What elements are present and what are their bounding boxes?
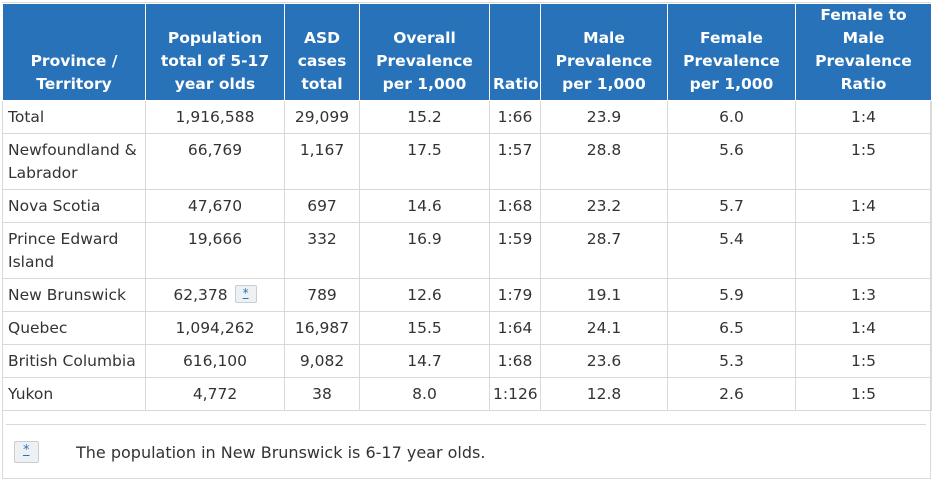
header-asd-cases: ASD cases total [284,3,360,101]
table-row: Prince Edward Island 19,666 332 16.9 1:5… [2,222,932,279]
table-row: Newfoundland & Labrador 66,769 1,167 17.… [2,133,932,190]
header-province: Province / Territory [2,3,146,101]
cell-ratio: 1:79 [489,278,541,312]
cell-female-prevalence: 5.6 [667,133,796,190]
cell-female-prevalence: 5.3 [667,344,796,378]
header-population: Population total of 5-17 year olds [145,3,285,101]
header-ratio: Ratio [489,3,541,101]
cell-population: 1,094,262 [145,311,285,345]
cell-female-prevalence: 5.9 [667,278,796,312]
cell-male-prevalence: 23.6 [540,344,668,378]
cell-province: Nova Scotia [2,189,146,223]
cell-province: New Brunswick [2,278,146,312]
cell-asd-cases: 789 [284,278,360,312]
table-row: Yukon 4,772 38 8.0 1:126 12.8 2.6 1:5 [2,377,932,411]
cell-ratio: 1:59 [489,222,541,279]
cell-male-prevalence: 23.9 [540,100,668,134]
cell-female-male-ratio: 1:5 [795,377,932,411]
cell-overall-prevalence: 15.5 [359,311,490,345]
cell-population: 66,769 [145,133,285,190]
cell-female-male-ratio: 1:5 [795,133,932,190]
cell-female-prevalence: 6.5 [667,311,796,345]
cell-ratio: 1:64 [489,311,541,345]
cell-population: 4,772 [145,377,285,411]
cell-male-prevalence: 28.8 [540,133,668,190]
cell-province: Newfoundland & Labrador [2,133,146,190]
cell-female-male-ratio: 1:4 [795,311,932,345]
cell-province: British Columbia [2,344,146,378]
cell-province: Yukon [2,377,146,411]
cell-female-prevalence: 6.0 [667,100,796,134]
cell-asd-cases: 1,167 [284,133,360,190]
cell-asd-cases: 697 [284,189,360,223]
cell-population: 1,916,588 [145,100,285,134]
cell-male-prevalence: 23.2 [540,189,668,223]
table-row: Quebec 1,094,262 16,987 15.5 1:64 24.1 6… [2,311,932,345]
cell-male-prevalence: 28.7 [540,222,668,279]
footnote-marker-button[interactable]: * [14,441,39,463]
cell-overall-prevalence: 15.2 [359,100,490,134]
header-female-prevalence: Female Prevalence per 1,000 [667,3,796,101]
cell-ratio: 1:126 [489,377,541,411]
cell-province: Quebec [2,311,146,345]
cell-female-male-ratio: 1:4 [795,100,932,134]
table-row: British Columbia 616,100 9,082 14.7 1:68… [2,344,932,378]
cell-asd-cases: 332 [284,222,360,279]
cell-female-prevalence: 5.4 [667,222,796,279]
cell-population: 19,666 [145,222,285,279]
cell-female-male-ratio: 1:3 [795,278,932,312]
cell-population-with-note: 62,378 * [145,278,285,312]
cell-asd-cases: 16,987 [284,311,360,345]
cell-female-male-ratio: 1:4 [795,189,932,223]
cell-overall-prevalence: 12.6 [359,278,490,312]
cell-overall-prevalence: 14.6 [359,189,490,223]
cell-population: 62,378 [173,286,228,304]
cell-male-prevalence: 19.1 [540,278,668,312]
cell-ratio: 1:66 [489,100,541,134]
cell-female-male-ratio: 1:5 [795,344,932,378]
footnote-section: * The population in New Brunswick is 6-1… [6,424,926,475]
cell-population: 616,100 [145,344,285,378]
footnote-link-button[interactable]: * [234,285,257,303]
cell-overall-prevalence: 8.0 [359,377,490,411]
cell-female-prevalence: 5.7 [667,189,796,223]
table-row: New Brunswick 62,378 * 789 12.6 1:79 19.… [2,278,932,312]
cell-province: Total [2,100,146,134]
table-row: Total 1,916,588 29,099 15.2 1:66 23.9 6.… [2,100,932,134]
header-row: Province / Territory Population total of… [2,3,932,101]
cell-ratio: 1:68 [489,344,541,378]
cell-asd-cases: 9,082 [284,344,360,378]
cell-ratio: 1:68 [489,189,541,223]
cell-male-prevalence: 24.1 [540,311,668,345]
footnote-text: The population in New Brunswick is 6-17 … [76,443,486,462]
cell-province: Prince Edward Island [2,222,146,279]
header-female-male-ratio: Female to Male Prevalence Ratio [795,3,932,101]
header-overall-prevalence: Overall Prevalence per 1,000 [359,3,490,101]
asd-prevalence-table: Province / Territory Population total of… [2,3,932,411]
cell-overall-prevalence: 16.9 [359,222,490,279]
cell-asd-cases: 38 [284,377,360,411]
header-male-prevalence: Male Prevalence per 1,000 [540,3,668,101]
cell-overall-prevalence: 17.5 [359,133,490,190]
cell-population: 47,670 [145,189,285,223]
table-row: Nova Scotia 47,670 697 14.6 1:68 23.2 5.… [2,189,932,223]
cell-ratio: 1:57 [489,133,541,190]
cell-female-prevalence: 2.6 [667,377,796,411]
cell-male-prevalence: 12.8 [540,377,668,411]
cell-overall-prevalence: 14.7 [359,344,490,378]
cell-female-male-ratio: 1:5 [795,222,932,279]
cell-asd-cases: 29,099 [284,100,360,134]
